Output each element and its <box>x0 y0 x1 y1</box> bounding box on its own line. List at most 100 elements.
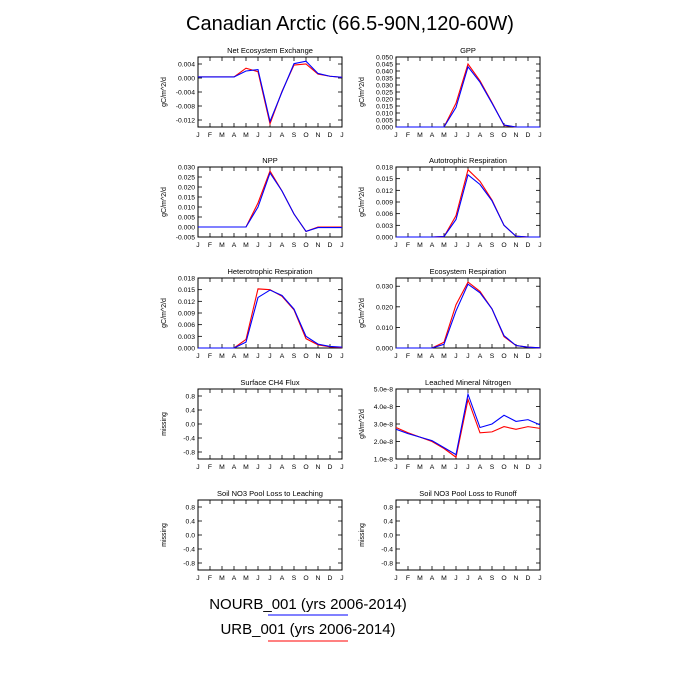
x-tick-label: A <box>430 464 435 471</box>
x-tick-label: M <box>243 464 249 471</box>
y-tick-label: 0.003 <box>376 223 393 230</box>
x-tick-label: J <box>268 242 271 249</box>
y-axis-label: missing <box>161 412 168 436</box>
series-line <box>396 283 541 349</box>
chart-title: Heterotrophic Respiration <box>227 267 312 276</box>
x-tick-label: J <box>394 132 397 139</box>
y-tick-label: 0.010 <box>376 111 393 118</box>
y-axis-label: gC/m^2/d <box>161 77 168 107</box>
y-axis-label: gC/m^2/d <box>161 298 168 328</box>
y-tick-label: 0.050 <box>376 55 393 62</box>
y-tick-label: -0.8 <box>381 561 393 568</box>
y-tick-label: -0.4 <box>183 547 195 554</box>
x-tick-label: M <box>441 353 447 360</box>
series-line <box>198 169 342 233</box>
x-tick-label: A <box>232 575 237 582</box>
x-tick-label: J <box>256 575 259 582</box>
y-tick-label: 0.035 <box>376 76 393 83</box>
x-tick-label: O <box>501 353 506 360</box>
x-tick-label: J <box>340 464 343 471</box>
y-tick-label: 0.015 <box>178 287 195 294</box>
x-tick-label: J <box>256 464 259 471</box>
y-tick-label: 2.0e-8 <box>374 439 393 446</box>
x-tick-label: J <box>340 132 343 139</box>
x-tick-label: M <box>417 353 423 360</box>
y-tick-label: 0.030 <box>376 284 393 291</box>
y-tick-label: 0.009 <box>178 311 195 318</box>
x-tick-label: A <box>478 353 483 360</box>
x-tick-label: A <box>478 242 483 249</box>
x-tick-label: N <box>514 242 519 249</box>
x-tick-label: J <box>466 353 469 360</box>
x-tick-label: A <box>430 242 435 249</box>
x-tick-label: D <box>328 464 333 471</box>
y-tick-label: 0.015 <box>376 176 393 183</box>
series-line <box>198 171 342 233</box>
x-tick-label: M <box>441 464 447 471</box>
x-tick-label: M <box>219 353 225 360</box>
x-tick-label: S <box>490 575 495 582</box>
x-tick-label: M <box>417 464 423 471</box>
y-axis-label: gC/m^2/d <box>359 77 366 107</box>
x-tick-label: J <box>394 575 397 582</box>
x-tick-label: J <box>340 242 343 249</box>
x-tick-label: N <box>514 132 519 139</box>
x-tick-label: M <box>441 242 447 249</box>
x-tick-label: F <box>406 575 410 582</box>
x-tick-label: J <box>466 242 469 249</box>
x-tick-label: M <box>219 242 225 249</box>
y-axis-label: missing <box>359 523 366 547</box>
y-tick-label: 0.015 <box>376 104 393 111</box>
y-tick-label: 0.4 <box>384 519 394 526</box>
x-tick-label: M <box>417 132 423 139</box>
chart-title: GPP <box>460 46 476 55</box>
x-tick-label: A <box>280 132 285 139</box>
y-tick-label: 0.018 <box>376 165 393 172</box>
series-line <box>198 60 343 124</box>
x-tick-label: F <box>406 132 410 139</box>
x-tick-label: O <box>303 575 308 582</box>
chart-title: Ecosystem Respiration <box>430 267 507 276</box>
series-line <box>395 397 541 459</box>
chart-title: Soil NO3 Pool Loss to Runoff <box>419 489 517 498</box>
x-tick-label: D <box>328 242 333 249</box>
legend: NOURB_001 (yrs 2006-2014) URB_001 (yrs 2… <box>209 596 407 642</box>
chart-panel: Heterotrophic Respiration gC/m^2/d 0.018 0.… <box>161 267 344 360</box>
plot-frame <box>395 277 541 349</box>
y-tick-label: 0.000 <box>376 235 393 242</box>
x-tick-label: D <box>328 132 333 139</box>
x-tick-label: A <box>430 353 435 360</box>
x-tick-label: A <box>232 353 237 360</box>
x-tick-label: S <box>292 464 297 471</box>
x-tick-label: F <box>406 353 410 360</box>
y-tick-label: 0.020 <box>376 304 393 311</box>
chart-panel: Soil NO3 Pool Loss to Leaching missing 0.8… <box>161 489 344 582</box>
x-tick-label: A <box>430 575 435 582</box>
x-tick-label: D <box>526 353 531 360</box>
chart-panel: Surface CH4 Flux missing 0.8 0.4 0.0 -0.4 -0.8… <box>161 378 344 471</box>
x-tick-label: J <box>268 132 271 139</box>
x-tick-label: J <box>538 242 541 249</box>
y-tick-label: 0.025 <box>376 90 393 97</box>
x-tick-label: S <box>292 353 297 360</box>
x-tick-label: A <box>280 242 285 249</box>
chart-panel: NPP gC/m^2/d 0.030 0.025 0.020 0.015 0.010 0.00… <box>161 156 344 249</box>
x-tick-label: F <box>208 464 212 471</box>
y-tick-label: -0.4 <box>183 436 195 443</box>
y-tick-label: -0.4 <box>381 547 393 554</box>
x-tick-label: A <box>280 464 285 471</box>
x-tick-label: S <box>490 353 495 360</box>
chart-title: Net Ecosystem Exchange <box>227 46 313 55</box>
chart-panel: Net Ecosystem Exchange gC/m^2/d 0.004 0.000… <box>161 46 344 139</box>
x-tick-label: N <box>316 575 321 582</box>
x-tick-label: J <box>268 353 271 360</box>
y-tick-label: 0.005 <box>178 215 195 222</box>
y-tick-label: -0.8 <box>183 450 195 457</box>
chart-panel: Ecosystem Respiration gC/m^2/d 0.030 0.020 0… <box>359 267 542 360</box>
x-tick-label: J <box>454 575 457 582</box>
chart-panel: Soil NO3 Pool Loss to Runoff missing 0.8 0.… <box>359 489 542 582</box>
y-tick-label: 0.025 <box>178 175 195 182</box>
x-tick-label: N <box>514 464 519 471</box>
y-tick-label: 0.8 <box>186 394 196 401</box>
